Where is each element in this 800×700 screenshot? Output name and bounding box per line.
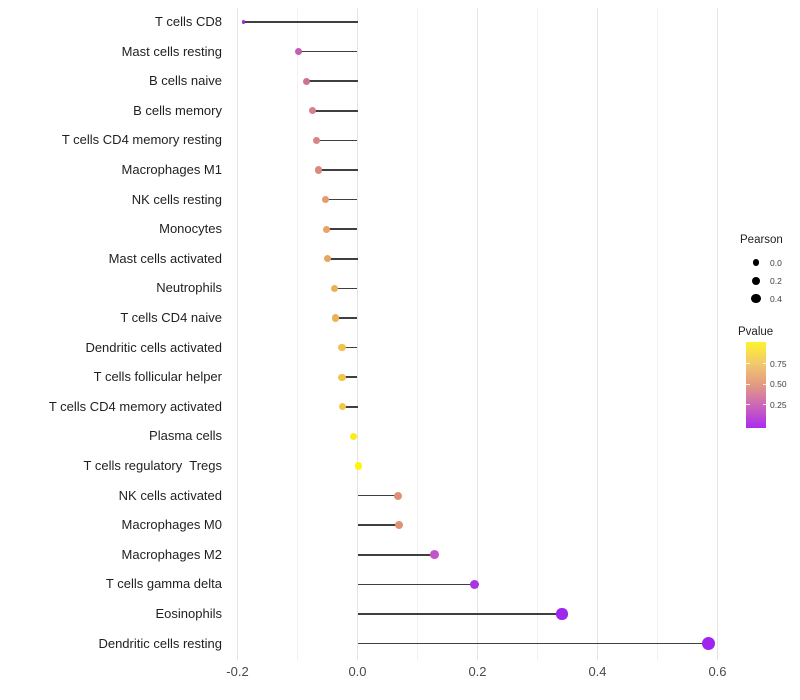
pearson-legend-title: Pearson [740, 234, 783, 246]
lollipop-dot [309, 107, 316, 115]
colorbar-tick-label: 0.50 [770, 379, 787, 389]
pearson-legend-label: 0.0 [770, 257, 782, 268]
pearson-legend-dot [751, 293, 761, 304]
lollipop-stick [357, 524, 399, 526]
lollipop-stick [325, 198, 358, 201]
lollipop-dot [295, 48, 303, 56]
x-axis-tick-label: 0.2 [468, 664, 487, 679]
minor-gridline [537, 8, 538, 660]
y-axis-category-label: Dendritic cells resting [98, 635, 222, 651]
major-gridline [357, 8, 358, 660]
lollipop-dot [321, 196, 329, 204]
lollipop-dot [331, 284, 339, 293]
y-axis-category-label: B cells memory [133, 102, 222, 118]
y-axis-category-label: NK cells resting [131, 191, 222, 207]
colorbar-tick-mark [762, 404, 766, 405]
y-axis-category-label: T cells CD8 [155, 14, 222, 29]
colorbar-tick-mark [746, 383, 750, 385]
pvalue-legend-title: Pvalue [738, 326, 774, 338]
y-axis-category-label: Neutrophils [156, 280, 222, 296]
lollipop-stick [326, 228, 358, 230]
lollipop-dot [701, 636, 716, 651]
pearson-legend-dot [751, 276, 761, 285]
major-gridline [717, 8, 718, 660]
lollipop-dot [349, 432, 358, 441]
lollipop-dot [556, 608, 568, 620]
minor-gridline [297, 8, 298, 660]
lollipop-stick [298, 50, 358, 53]
lollipop-stick [342, 406, 358, 408]
y-axis-category-label: Mast cells resting [121, 43, 222, 59]
y-axis-category-label: Mast cells activated [108, 250, 222, 266]
lollipop-dot [469, 579, 480, 590]
y-axis-category-label: Macrophages M2 [121, 546, 222, 562]
pvalue-colorbar [746, 342, 766, 428]
lollipop-dot [338, 373, 346, 381]
lollipop-stick [306, 80, 358, 82]
lollipop-stick [341, 346, 358, 349]
lollipop-dot [354, 462, 363, 470]
lollipop-dot [303, 77, 310, 85]
y-axis-category-label: T cells CD4 naive [120, 310, 222, 325]
minor-gridline [657, 8, 658, 660]
y-axis-category-label: T cells CD4 memory resting [61, 132, 222, 148]
x-axis-tick-label: 0.4 [588, 664, 607, 679]
lollipop-stick [312, 110, 358, 112]
lollipop-dot [331, 314, 339, 322]
y-axis-category-label: T cells gamma delta [105, 576, 222, 592]
y-axis-category-label: NK cells activated [118, 487, 222, 503]
lollipop-stick [334, 287, 358, 290]
lollipop-dot [429, 550, 439, 560]
lollipop-stick [243, 21, 358, 23]
colorbar-tick-mark [762, 383, 766, 385]
lollipop-stick [335, 317, 358, 319]
colorbar-tick-mark [762, 363, 766, 364]
minor-gridline [417, 8, 418, 660]
x-axis-tick-label: -0.2 [226, 664, 249, 679]
y-axis-category-label: T cells regulatory Tregs [83, 458, 222, 473]
y-axis-category-label: T cells follicular helper [93, 369, 222, 385]
y-axis-category-label: T cells CD4 memory activated [48, 398, 222, 414]
lollipop-dot [394, 521, 403, 530]
colorbar-tick-mark [746, 363, 750, 364]
y-axis-category-label: Monocytes [159, 221, 222, 237]
lollipop-dot [338, 403, 347, 411]
y-axis-category-label: Eosinophils [155, 606, 223, 621]
major-gridline [477, 8, 478, 660]
colorbar-tick-label: 0.25 [770, 399, 787, 410]
major-gridline [237, 8, 238, 660]
lollipop-dot [314, 166, 323, 174]
major-gridline [597, 8, 598, 660]
lollipop-stick [357, 583, 475, 586]
lollipop-stick [357, 642, 709, 645]
lollipop-stick [341, 376, 358, 378]
lollipop-stick [357, 613, 563, 615]
lollipop-stick [357, 494, 398, 497]
pearson-legend-label: 0.4 [770, 293, 782, 304]
y-axis-category-label: B cells naive [149, 73, 222, 89]
y-axis-category-label: Dendritic cells activated [85, 339, 222, 355]
x-axis-tick-label: 0.6 [708, 664, 727, 679]
lollipop-dot [312, 136, 320, 144]
y-axis-category-label: Plasma cells [149, 428, 222, 444]
y-axis-category-label: Macrophages M1 [121, 162, 222, 177]
lollipop-dot [323, 225, 331, 233]
colorbar-tick-label: 0.75 [770, 358, 787, 369]
lollipop-dot [338, 343, 346, 352]
pearson-legend-dot [752, 259, 760, 266]
lollipop-dot [323, 255, 332, 263]
lollipop-stick [327, 258, 358, 260]
pearson-legend-label: 0.2 [770, 275, 782, 286]
lollipop-stick [318, 169, 358, 171]
y-axis-category-label: Macrophages M0 [121, 517, 222, 533]
x-axis-tick-label: 0.0 [348, 664, 367, 679]
lollipop-stick [316, 139, 358, 142]
lollipop-dot [241, 20, 246, 24]
colorbar-tick-mark [746, 404, 750, 405]
lollipop-stick [357, 554, 435, 556]
lollipop-dot [393, 491, 402, 500]
